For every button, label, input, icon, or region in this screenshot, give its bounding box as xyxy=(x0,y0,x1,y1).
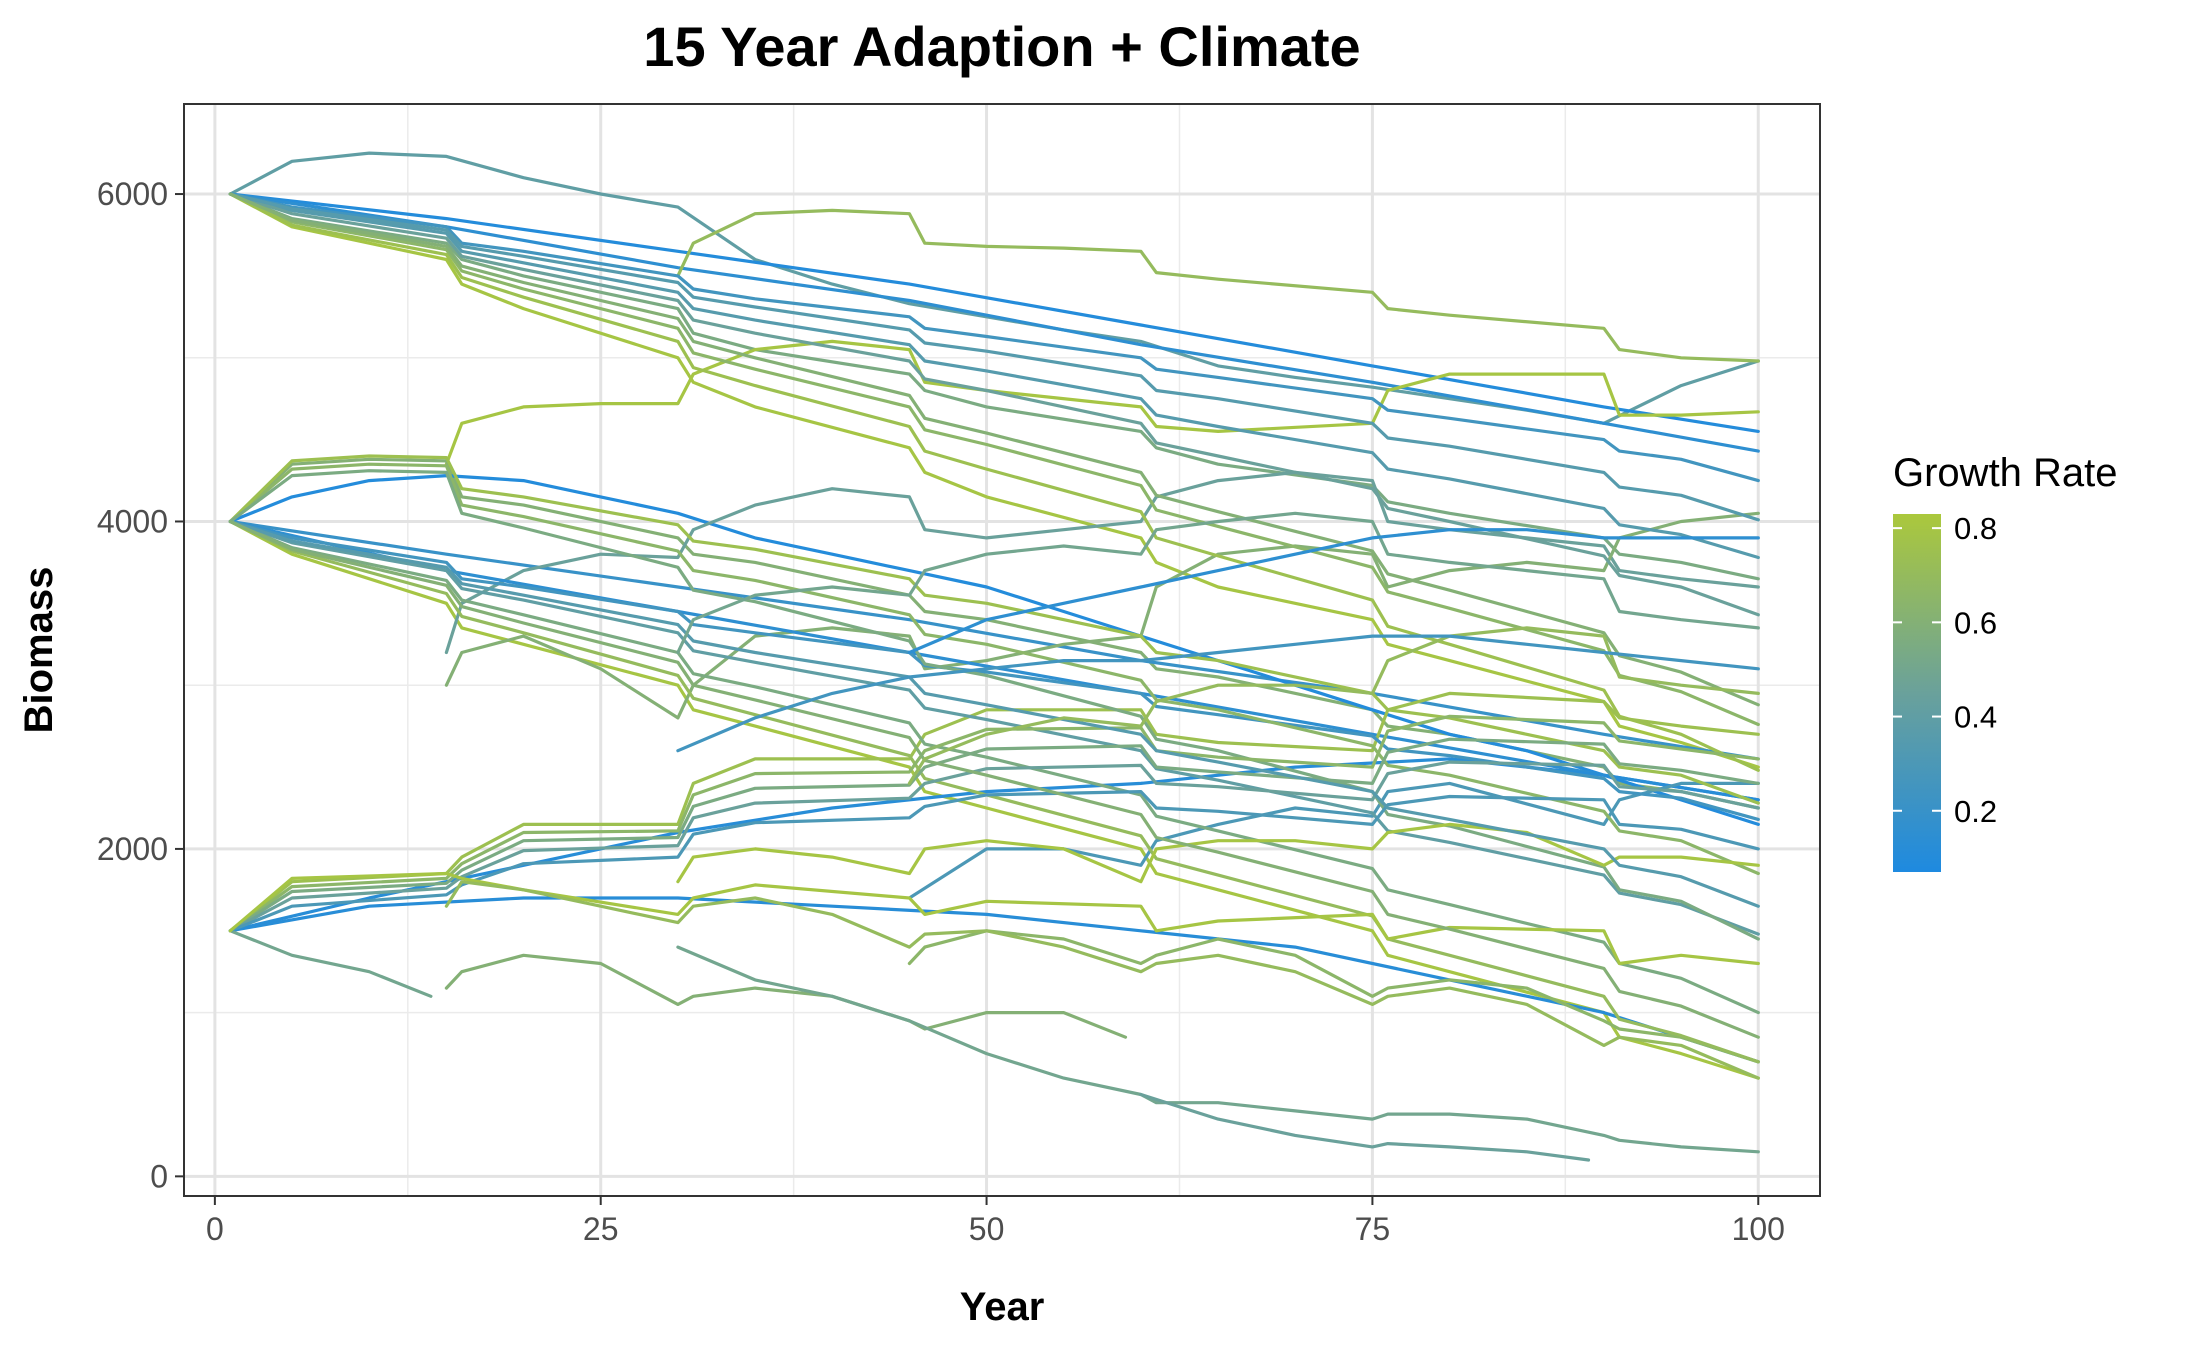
legend-title: Growth Rate xyxy=(1893,451,2118,495)
series-line-11 xyxy=(444,470,1760,655)
series-line-40 xyxy=(444,880,1760,1080)
y-tick-label: 2000 xyxy=(97,831,168,867)
series-line-33 xyxy=(228,454,1760,805)
legend-tick-label: 0.2 xyxy=(1954,794,1997,829)
series-line-29 xyxy=(228,519,1760,936)
x-tick-label: 100 xyxy=(1732,1211,1785,1247)
series-line-25 xyxy=(228,192,1760,617)
series-line-27 xyxy=(228,192,1760,772)
series-line-24 xyxy=(228,192,1760,560)
legend-tick-label: 0.6 xyxy=(1954,605,1997,640)
series-line-12 xyxy=(444,511,1760,720)
series-line-19 xyxy=(676,945,1760,1154)
legend-colorbar xyxy=(1893,514,1941,872)
series-line-34 xyxy=(228,469,1760,941)
legend-tick-label: 0.8 xyxy=(1954,511,1997,546)
series-line-17 xyxy=(228,929,433,998)
series-line-39 xyxy=(228,871,1760,966)
series-line-49 xyxy=(907,528,1760,655)
series-line-48 xyxy=(676,634,1760,753)
series-line-47 xyxy=(907,626,1760,786)
series-line-18 xyxy=(444,953,1128,1039)
series-line-5 xyxy=(676,208,1760,363)
chart-title: 15 Year Adaption + Climate xyxy=(643,15,1360,78)
series-line-35 xyxy=(228,714,1760,933)
series-line-42 xyxy=(228,192,1760,522)
series-line-4 xyxy=(228,192,1760,769)
x-tick-label: 50 xyxy=(969,1211,1005,1247)
y-axis-title: Biomass xyxy=(17,567,61,734)
series-line-9 xyxy=(228,474,1760,827)
series-line-44 xyxy=(228,519,1760,908)
series-line-22 xyxy=(907,781,1760,900)
series-line-28 xyxy=(228,519,1760,822)
series-line-15 xyxy=(228,896,1760,1064)
series-line-45 xyxy=(228,519,1760,1039)
series-line-21 xyxy=(907,929,1760,1064)
series-line-14 xyxy=(228,691,1760,933)
legend-ticks: 0.2 0.4 0.6 0.8 xyxy=(1893,511,1997,829)
series-line-1 xyxy=(228,192,1760,433)
series-line-13 xyxy=(228,519,1760,802)
legend-tick-label: 0.4 xyxy=(1954,700,1997,735)
series-line-46 xyxy=(676,511,1760,655)
series-line-36 xyxy=(228,737,1760,933)
series-layer xyxy=(228,151,1760,1162)
legend: Growth Rate 0.2 0.4 0.6 0.8 xyxy=(1893,451,2118,872)
series-line-3 xyxy=(228,192,1760,581)
series-line-23 xyxy=(228,192,1760,483)
series-line-2 xyxy=(228,192,1760,453)
series-line-43 xyxy=(228,192,1760,707)
x-tick-label: 0 xyxy=(206,1211,224,1247)
y-tick-label: 0 xyxy=(150,1158,168,1194)
plot-border xyxy=(183,103,1821,1197)
x-tick-label: 25 xyxy=(583,1211,619,1247)
series-line-20 xyxy=(1139,1092,1591,1162)
y-tick-label: 4000 xyxy=(97,503,168,539)
series-line-32 xyxy=(228,462,1760,876)
series-line-37 xyxy=(228,760,1760,933)
series-line-8 xyxy=(228,519,1760,761)
x-axis: 0 25 50 75 100 xyxy=(206,1196,1785,1247)
series-line-26 xyxy=(228,192,1760,727)
x-tick-label: 75 xyxy=(1355,1211,1391,1247)
x-axis-title: Year xyxy=(960,1285,1045,1329)
y-tick-label: 6000 xyxy=(97,176,168,212)
series-line-38 xyxy=(228,789,1760,933)
y-axis: 0 2000 4000 6000 xyxy=(97,176,184,1194)
